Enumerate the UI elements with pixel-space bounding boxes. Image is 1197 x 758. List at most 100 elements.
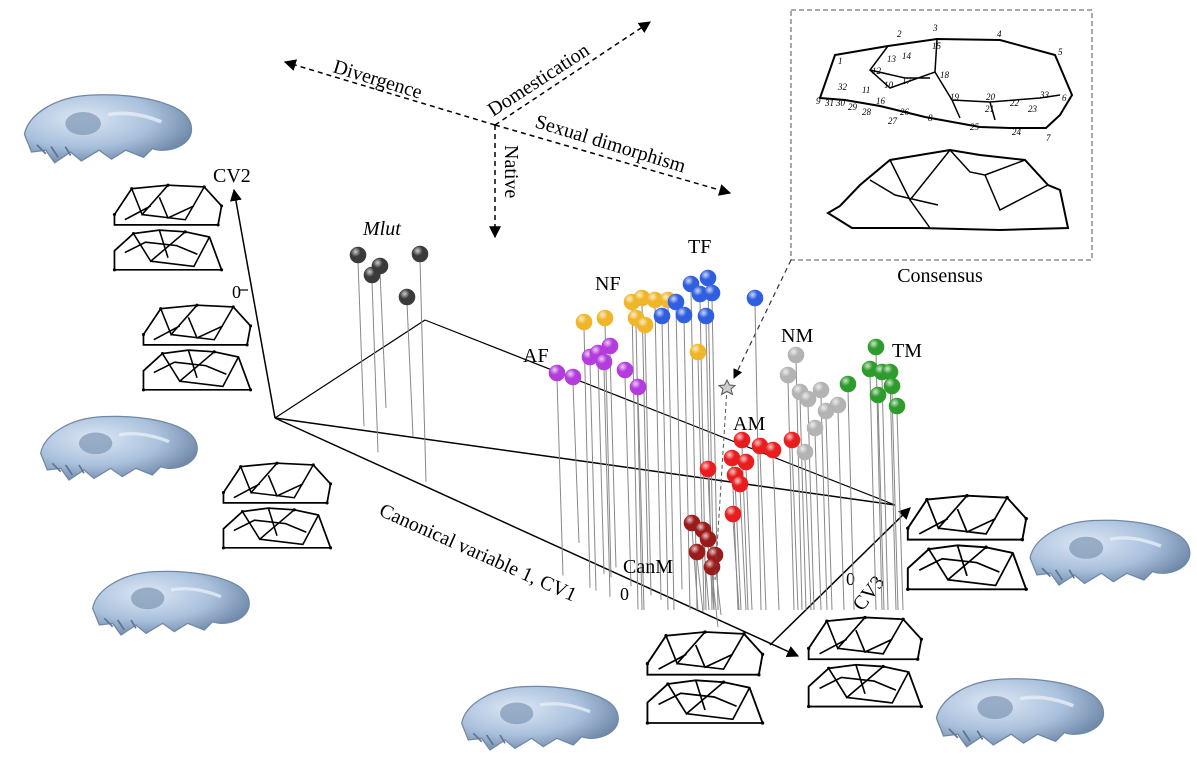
point-tf-0 [653,307,671,325]
wireframe-cv1-negative [220,460,334,551]
group-label-tf: TF [688,236,711,258]
wireframe-cv1-positive [644,629,766,726]
skull-image-right [1028,518,1192,587]
domestication-arrow [494,21,651,126]
cv2-zero-label: 0 [232,282,241,302]
stem-nf-7 [667,305,675,611]
point-tm-6 [888,397,906,415]
group-label-am: AM [733,413,765,435]
sexual-dimorphism-label: Sexual dimorphism [533,111,689,178]
point-nf-6 [636,316,654,334]
stem-tm-1 [869,374,877,611]
landmark-6: 6 [1062,93,1067,103]
point-mlut-4 [411,245,429,263]
point-nf-0 [575,313,593,331]
consensus-inset: Consensus 1 2 3 4 5 6 7 8 9 10 11 12 13 … [790,9,1093,287]
cv3-axis [769,507,911,646]
landmark-13: 13 [887,54,897,64]
landmark-10: 10 [884,80,894,90]
point-am-4 [723,449,741,467]
wireframe-cv3-positive [905,493,1029,592]
stem-am-7 [739,489,747,611]
consensus-label: Consensus [897,265,983,287]
landmark-20: 20 [986,92,996,102]
stem-am-1 [759,451,767,611]
landmark-9: 9 [816,96,821,106]
consensus-lateral-outline [818,37,1074,129]
stem-nf-0 [583,327,591,588]
point-tf-2 [675,306,693,324]
stem-nm-6 [837,410,845,611]
point-tm-0 [867,338,885,356]
point-nm-1 [779,366,797,384]
stem-tm-7 [847,389,855,611]
landmark-14: 14 [902,51,912,61]
stem-am-5 [745,467,753,611]
point-nm-4 [812,381,830,399]
cv1-axis [274,417,800,657]
stem-nf-6 [644,330,652,596]
stem-af-6 [624,375,632,587]
point-tf-6 [703,284,721,302]
stem-af-5 [609,351,617,568]
wireframe-cv3-negative [806,614,924,710]
point-canm-3 [688,543,706,561]
stem-af-0 [556,378,564,576]
landmark-25: 25 [970,122,980,132]
landmark-4: 4 [997,29,1002,39]
cv2-axis [230,188,276,419]
point-am-3 [783,431,801,449]
point-stems [357,259,904,628]
stem-af-1 [572,382,580,543]
point-af-4 [595,353,613,371]
point-am-8 [699,460,717,478]
point-am-2 [764,441,782,459]
stem-canm-5 [711,572,719,628]
point-nm-6 [829,396,847,414]
point-mlut-0 [349,246,367,264]
skull-image-top-left [22,92,194,165]
divergence-arrow [283,59,496,126]
landmark-26: 26 [900,107,910,117]
consensus-box [790,9,1093,261]
landmark-18: 18 [940,70,950,80]
landmark-27: 27 [888,116,898,126]
cv1-axis-label: Canonical variable 1, CV1 [376,499,580,606]
landmark-17: 17 [902,76,912,86]
point-mlut-2 [371,257,389,275]
stem-nf-4 [654,305,662,600]
landmark-12: 12 [872,66,882,76]
landmark-31: 31 [824,98,834,108]
landmark-21: 21 [985,104,994,114]
landmark-19: 19 [950,92,960,102]
stem-nm-7 [814,433,822,611]
stem-nf-5 [635,323,643,611]
stem-tm-6 [896,411,904,611]
stem-tm-4 [891,391,899,611]
stem-nm-3 [807,404,815,611]
landmark-number-labels: 1 2 3 4 5 6 7 8 9 10 11 12 13 14 15 16 1… [816,23,1067,143]
skull-image-mid-left [38,414,200,482]
wireframes [111,182,1029,726]
skull-image-bottom-right [934,676,1106,749]
consensus-lateral-inner [868,38,1061,121]
consensus-ventral-outline [826,148,1070,232]
landmark-16: 16 [876,96,886,106]
stem-tf-0 [661,321,669,611]
point-am-7 [731,475,749,493]
point-nf-8 [689,343,707,361]
landmark-11: 11 [862,85,870,95]
point-tf-5 [699,269,717,287]
stem-mlut-4 [419,259,427,483]
landmark-28: 28 [862,107,872,117]
group-label-nf: NF [595,273,621,295]
landmark-1: 1 [838,56,843,66]
group-label-nm: NM [781,325,813,347]
stem-am-3 [791,445,799,611]
landmark-22: 22 [1010,98,1020,108]
group-label-canm: CanM [623,556,673,578]
stem-am-2 [772,455,780,611]
landmark-33: 33 [1039,90,1050,100]
skull-image-bottom-center [459,684,621,752]
consensus-star-marker [714,378,737,581]
